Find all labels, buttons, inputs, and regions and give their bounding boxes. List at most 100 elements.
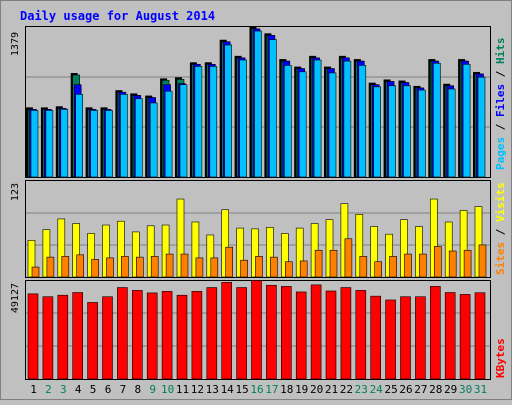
bar-kbytes-9: [146, 292, 158, 380]
bar-kbytes-13: [206, 287, 218, 380]
bar-sites-29: [448, 250, 457, 278]
bar-sites-26: [404, 253, 412, 278]
bar-kbytes-24: [370, 295, 382, 380]
bar-pages-30: [462, 64, 471, 178]
x-tick-label-5: 5: [90, 383, 97, 396]
bar-pages-18: [283, 65, 292, 178]
bar-sites-7: [121, 256, 129, 278]
bar-visits-27: [415, 226, 423, 278]
bar-pages-13: [209, 66, 218, 178]
bar-sites-12: [195, 257, 204, 278]
x-tick-label-3: 3: [60, 383, 67, 396]
bar-pages-21: [328, 72, 337, 178]
bar-pages-12: [194, 66, 203, 178]
bar-pages-27: [418, 89, 426, 178]
bar-visits-30: [459, 210, 468, 278]
bar-pages-16: [254, 30, 262, 178]
x-tick-label-19: 19: [295, 383, 308, 396]
x-tick-label-21: 21: [325, 383, 338, 396]
legend-visits-panel: Sites / Visits: [494, 182, 507, 275]
bar-kbytes-21: [325, 290, 337, 380]
bar-visits-21: [325, 219, 334, 278]
bar-visits-10: [161, 224, 170, 278]
bar-visits-6: [102, 224, 110, 278]
y-max-label-visits: 123: [10, 183, 21, 201]
bar-pages-29: [447, 88, 456, 178]
bar-kbytes-23: [355, 290, 367, 380]
bar-kbytes-31: [474, 292, 486, 380]
bar-kbytes-7: [117, 287, 128, 380]
bar-visits-12: [191, 221, 200, 278]
x-tick-label-23: 23: [355, 383, 368, 396]
bar-visits-15: [236, 227, 244, 278]
bar-pages-17: [269, 39, 277, 178]
bar-kbytes-5: [87, 302, 98, 380]
bar-visits-2: [42, 229, 51, 278]
x-tick-label-26: 26: [399, 383, 412, 396]
x-tick-label-10: 10: [161, 383, 174, 396]
x-tick-label-31: 31: [474, 383, 487, 396]
bar-kbytes-4: [72, 292, 83, 380]
bar-sites-17: [270, 256, 278, 278]
x-tick-label-28: 28: [429, 383, 442, 396]
bar-sites-25: [389, 256, 397, 278]
x-tick-label-14: 14: [221, 383, 235, 396]
bar-sites-27: [419, 253, 427, 278]
x-tick-label-9: 9: [149, 383, 156, 396]
x-tick-label-15: 15: [235, 383, 248, 396]
x-tick-label-7: 7: [120, 383, 127, 396]
chart-title: Daily usage for August 2014: [20, 9, 215, 23]
bar-sites-15: [240, 259, 248, 278]
bar-kbytes-19: [295, 291, 307, 380]
bar-sites-28: [433, 246, 442, 278]
bar-sites-5: [91, 259, 99, 278]
bar-sites-2: [46, 256, 55, 278]
x-tick-label-25: 25: [384, 383, 397, 396]
bar-visits-23: [355, 214, 364, 278]
bar-visits-7: [117, 220, 125, 278]
bar-pages-25: [388, 85, 396, 178]
bar-sites-3: [61, 256, 70, 278]
bar-visits-8: [132, 231, 140, 278]
bar-kbytes-29: [444, 292, 456, 380]
bar-visits-17: [266, 227, 274, 278]
x-tick-label-29: 29: [444, 383, 457, 396]
bar-kbytes-28: [429, 286, 441, 380]
bar-visits-14: [221, 209, 229, 278]
legend-pages: Pages: [494, 137, 507, 170]
x-tick-label-1: 1: [30, 383, 37, 396]
bar-pages-26: [403, 85, 411, 178]
bar-pages-6: [105, 110, 113, 178]
bar-sites-4: [76, 254, 84, 278]
x-tick-label-30: 30: [459, 383, 472, 396]
x-tick-label-16: 16: [250, 383, 263, 396]
chart-marks: 1 2 3 4 5 6 7 8 9 10 11 12 13 14 15 16 17 18 19 20 21 22 23 24 2…: [26, 26, 490, 396]
bar-kbytes-30: [459, 294, 471, 380]
bar-visits-28: [429, 198, 438, 278]
bar-kbytes-27: [415, 296, 426, 380]
bar-sites-24: [374, 261, 383, 278]
bar-sites-30: [463, 249, 472, 278]
bar-kbytes-3: [57, 294, 69, 380]
bar-sites-19: [299, 260, 308, 278]
bar-pages-9: [149, 102, 158, 178]
bar-kbytes-11: [176, 294, 188, 380]
bar-kbytes-15: [236, 287, 247, 380]
bar-visits-3: [57, 218, 66, 278]
bar-visits-19: [295, 227, 304, 278]
x-tick-label-17: 17: [265, 383, 278, 396]
bar-visits-13: [206, 234, 215, 278]
bar-pages-1: [30, 110, 39, 178]
legend-kbytes-panel: KBytes: [494, 338, 507, 378]
bar-visits-1: [27, 240, 36, 278]
x-tick-label-4: 4: [75, 383, 82, 396]
bar-sites-13: [210, 257, 219, 278]
bar-sites-20: [314, 249, 323, 278]
bar-pages-3: [60, 109, 69, 178]
bar-visits-25: [385, 233, 393, 278]
bar-kbytes-8: [132, 290, 143, 380]
bar-kbytes-22: [340, 287, 352, 380]
bar-visits-26: [400, 219, 408, 278]
bar-sites-11: [180, 253, 189, 278]
